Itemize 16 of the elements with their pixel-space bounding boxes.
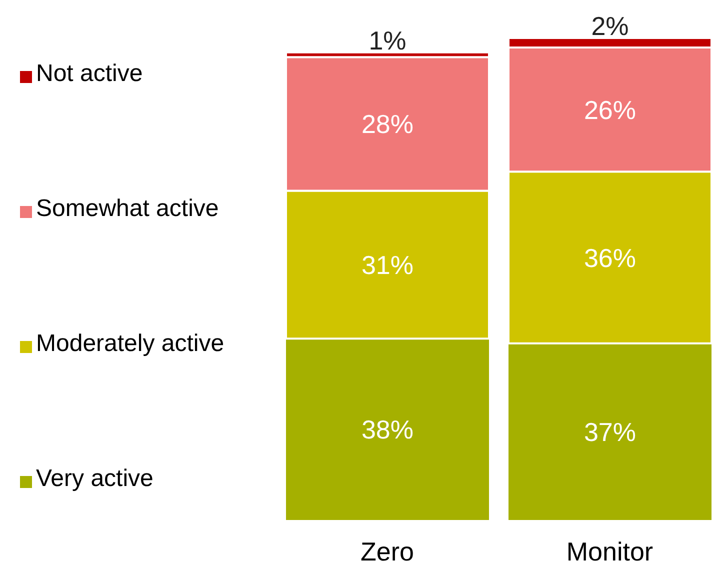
bar [508,343,712,520]
data-label: 1% [368,25,406,56]
data-label: 31% [361,250,414,280]
data-label: 2% [591,11,629,41]
bar [286,338,489,520]
legend-label: Somewhat active [36,195,219,222]
legend-label: Very active [36,465,154,492]
data-label: 28% [361,109,414,140]
legend-label: Moderately active [36,330,224,357]
legend-label: Not active [36,60,143,87]
data-label: 38% [361,414,414,445]
data-label: 37% [584,416,636,447]
data-label: 26% [584,94,636,125]
x-tick-label: Zero [360,536,414,566]
x-tick-label: Monitor [566,536,654,566]
data-label: 36% [584,242,636,273]
